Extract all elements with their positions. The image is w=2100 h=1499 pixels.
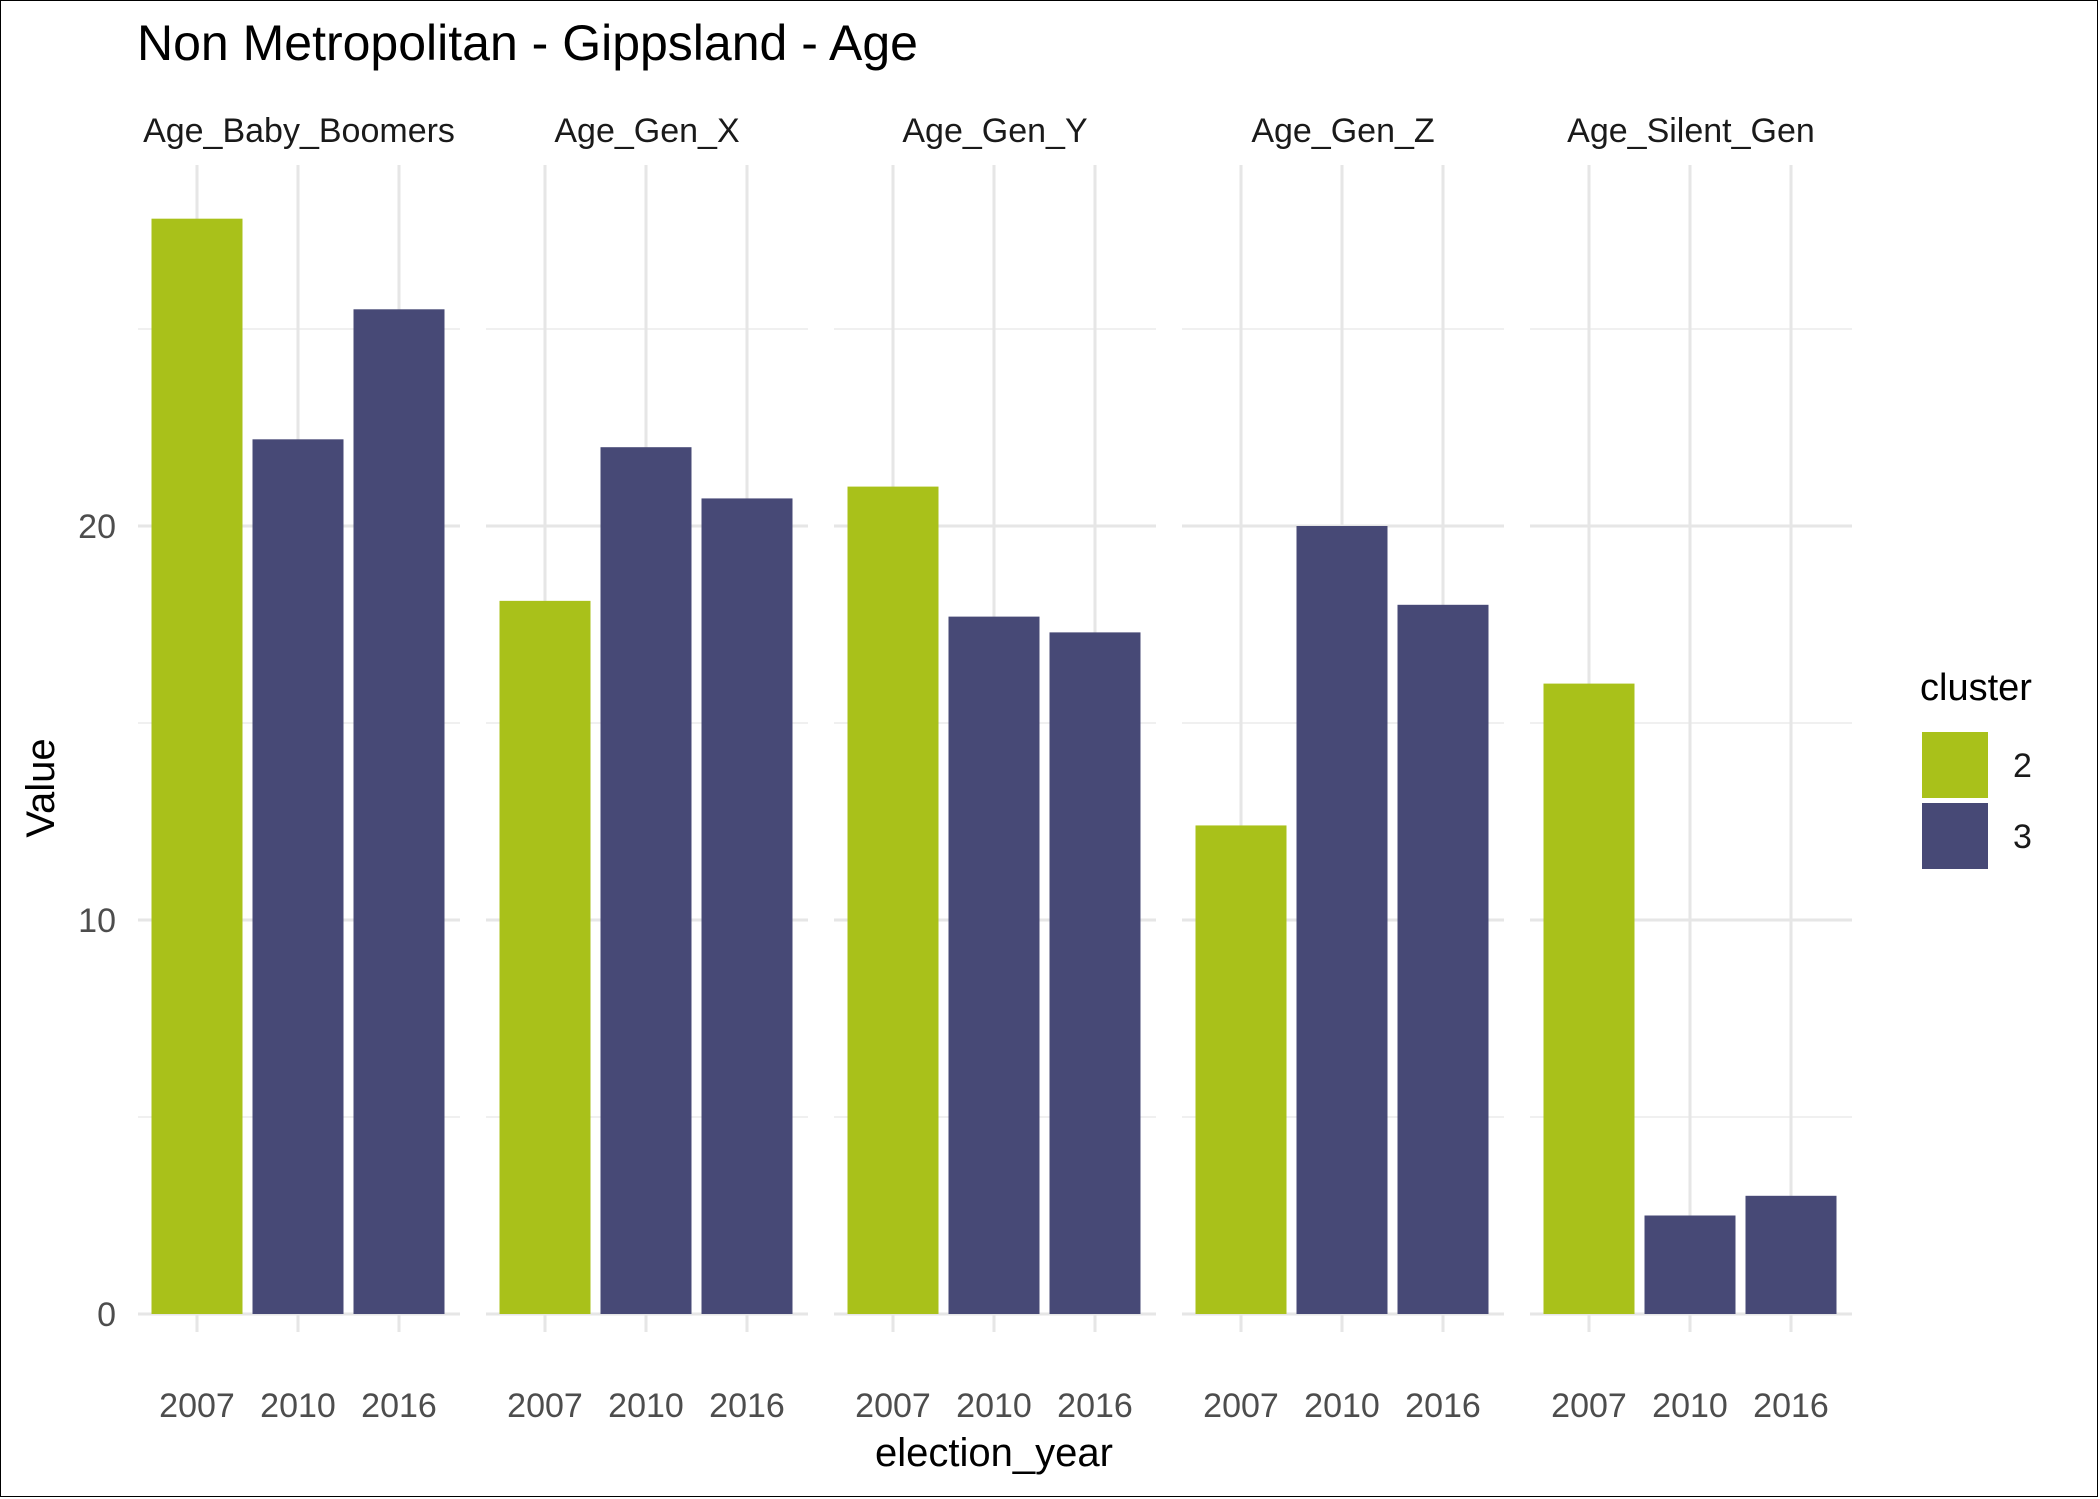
facet-label-age-silent-gen: Age_Silent_Gen [1567, 112, 1815, 150]
x-tick-label: 2007 [1203, 1387, 1279, 1425]
bar-age-gen-y-2007 [847, 486, 939, 1315]
facet-label-age-gen-z: Age_Gen_Z [1251, 112, 1434, 150]
legend-label-3: 3 [2013, 818, 2032, 856]
x-tick-label: 2010 [1304, 1387, 1380, 1425]
x-tick-label: 2016 [361, 1387, 437, 1425]
bar-age-gen-x-2007 [499, 600, 591, 1314]
x-tick-label: 2007 [1551, 1387, 1627, 1425]
x-tick-label: 2010 [1652, 1387, 1728, 1425]
bar-age-gen-x-2016 [701, 498, 793, 1314]
x-axis-label: election_year [875, 1431, 1113, 1475]
x-tick-label: 2010 [608, 1387, 684, 1425]
bar-age-silent-gen-2010 [1644, 1215, 1736, 1314]
bar-age-silent-gen-2007 [1543, 683, 1635, 1314]
x-tick-label: 2016 [709, 1387, 785, 1425]
bar-age-gen-y-2016 [1049, 632, 1141, 1314]
facet-label-age-baby-boomers: Age_Baby_Boomers [143, 112, 455, 150]
x-tick-label: 2016 [1753, 1387, 1829, 1425]
facet-label-age-gen-x: Age_Gen_X [554, 112, 739, 150]
bar-age-baby-boomers-2010 [252, 439, 344, 1314]
x-tick-label: 2016 [1405, 1387, 1481, 1425]
y-axis-label: Value [19, 738, 63, 837]
bar-age-gen-z-2007 [1195, 825, 1287, 1314]
bar-age-gen-y-2010 [948, 616, 1040, 1314]
bar-age-baby-boomers-2007 [151, 218, 243, 1315]
legend-label-2: 2 [2013, 747, 2032, 785]
x-tick-label: 2016 [1057, 1387, 1133, 1425]
legend-swatch-3 [1922, 803, 1988, 869]
x-tick-label: 2010 [260, 1387, 336, 1425]
facet-label-age-gen-y: Age_Gen_Y [902, 112, 1087, 150]
bar-age-baby-boomers-2016 [353, 309, 445, 1314]
x-tick-label: 2010 [956, 1387, 1032, 1425]
x-tick-label: 2007 [855, 1387, 931, 1425]
y-tick-label: 0 [97, 1296, 116, 1334]
bar-age-gen-z-2016 [1397, 604, 1489, 1314]
bar-age-gen-x-2010 [600, 447, 692, 1314]
y-tick-label: 20 [78, 508, 116, 546]
y-tick-label: 10 [78, 902, 116, 940]
chart-title: Non Metropolitan - Gippsland - Age [137, 15, 918, 71]
legend: 23 [1922, 732, 2032, 869]
bar-age-gen-z-2010 [1296, 526, 1388, 1314]
x-tick-label: 2007 [159, 1387, 235, 1425]
text-layer: Non Metropolitan - Gippsland - Age elect… [19, 15, 2032, 1475]
bar-age-silent-gen-2016 [1745, 1195, 1837, 1314]
legend-swatch-2 [1922, 732, 1988, 798]
x-tick-label: 2007 [507, 1387, 583, 1425]
legend-title: cluster [1920, 667, 2032, 709]
bars-layer [151, 218, 1837, 1315]
